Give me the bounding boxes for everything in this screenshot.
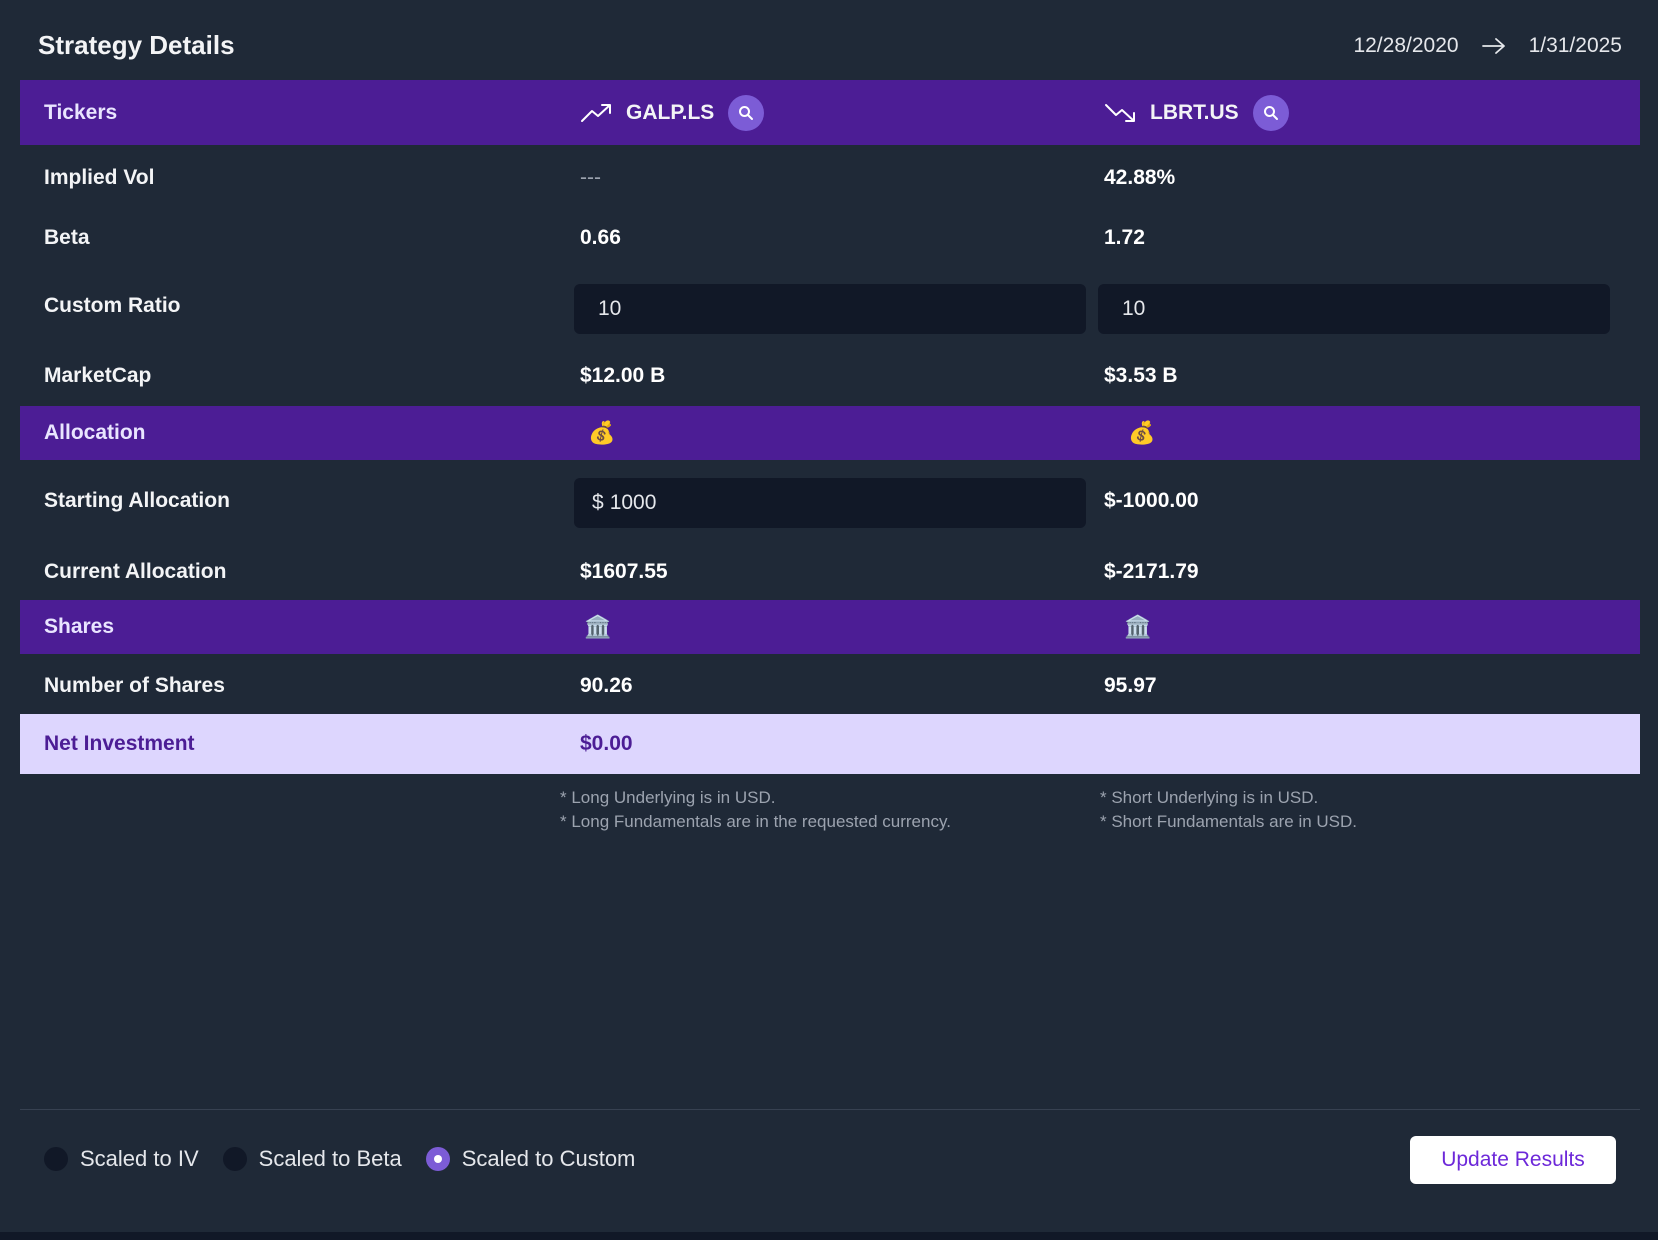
short-notes: * Short Underlying is in USD. * Short Fu… — [1100, 786, 1357, 834]
marketcap-row: MarketCap $12.00 B $3.53 B — [20, 346, 1640, 406]
bank-icon: 🏛️ — [584, 614, 612, 639]
tickers-label: Tickers — [44, 100, 118, 124]
shares-label: Shares — [44, 615, 115, 638]
radio-button[interactable] — [44, 1147, 68, 1171]
radio-button-selected[interactable] — [425, 1147, 450, 1171]
long-beta: 0.66 — [580, 226, 621, 249]
shares-row: Shares 🏛️ 🏛️ — [20, 600, 1640, 654]
trending-down-icon — [1105, 103, 1135, 122]
short-note-fundamentals: * Short Fundamentals are in USD. — [1100, 812, 1358, 831]
short-starting-allocation: $-1000.00 — [1104, 489, 1199, 512]
marketcap-label: MarketCap — [44, 364, 152, 387]
radio-label: Scaled to Custom — [461, 1146, 636, 1171]
implied-vol-label: Implied Vol — [44, 166, 155, 189]
short-implied-vol: 42.88% — [1104, 166, 1176, 189]
long-marketcap: $12.00 B — [580, 364, 666, 387]
net-investment-row: Net Investment $0.00 — [20, 714, 1640, 774]
bank-icon: 🏛️ — [1124, 614, 1152, 639]
long-number-of-shares: 90.26 — [580, 674, 633, 697]
long-ticker-search-button[interactable] — [728, 94, 765, 131]
short-ticker: LBRT.US — [1104, 94, 1289, 131]
custom-ratio-label: Custom Ratio — [44, 294, 181, 317]
money-bag-icon: 💰 — [588, 420, 616, 445]
custom-ratio-row: Custom Ratio — [20, 280, 1640, 332]
short-note-underlying: * Short Underlying is in USD. — [1100, 788, 1319, 807]
bottom-strip — [0, 1232, 1658, 1240]
implied-vol-row: Implied Vol --- 42.88% — [20, 148, 1640, 208]
allocation-label: Allocation — [44, 421, 146, 444]
net-investment-label: Net Investment — [44, 732, 195, 755]
short-beta: 1.72 — [1104, 226, 1145, 249]
long-note-underlying: * Long Underlying is in USD. — [560, 788, 776, 807]
long-notes: * Long Underlying is in USD. * Long Fund… — [560, 786, 951, 834]
trending-up-icon — [581, 103, 611, 122]
beta-row: Beta 0.66 1.72 — [20, 208, 1640, 268]
long-starting-allocation-input[interactable]: $ 1000 — [574, 478, 1086, 528]
number-of-shares-label: Number of Shares — [44, 674, 225, 697]
arrow-right-icon — [1481, 38, 1505, 54]
short-ticker-symbol: LBRT.US — [1150, 100, 1239, 124]
long-implied-vol: --- — [580, 166, 601, 189]
starting-allocation-row: Starting Allocation $-1000.00 — [20, 474, 1640, 528]
radio-scaled-to-iv[interactable]: Scaled to IV — [44, 1146, 199, 1172]
short-ticker-search-button[interactable] — [1252, 94, 1289, 131]
radio-button[interactable] — [222, 1147, 247, 1171]
long-custom-ratio-input[interactable]: 10 — [574, 284, 1086, 334]
radio-label: Scaled to IV — [80, 1146, 199, 1171]
radio-scaled-to-custom[interactable]: Scaled to Custom — [425, 1146, 636, 1172]
short-custom-ratio-input[interactable]: 10 — [1098, 284, 1610, 334]
radio-scaled-to-beta[interactable]: Scaled to Beta — [222, 1146, 402, 1172]
short-current-allocation: $-2171.79 — [1104, 560, 1199, 583]
page-title: Strategy Details — [38, 30, 235, 60]
radio-label: Scaled to Beta — [258, 1146, 402, 1171]
allocation-row: Allocation 💰 💰 — [20, 406, 1640, 460]
tickers-row: Tickers GALP.LS LBRT.US — [20, 80, 1640, 145]
scaling-radio-group: Scaled to IV Scaled to Beta Scaled to Cu… — [44, 1146, 659, 1172]
divider — [20, 1109, 1640, 1110]
currency-prefix: $ — [592, 491, 604, 514]
long-ticker-symbol: GALP.LS — [626, 100, 715, 124]
number-of-shares-row: Number of Shares 90.26 95.97 — [20, 656, 1640, 716]
current-allocation-label: Current Allocation — [44, 560, 227, 583]
update-results-button[interactable]: Update Results — [1410, 1136, 1616, 1184]
starting-allocation-label: Starting Allocation — [44, 489, 230, 512]
long-starting-allocation-value: 1000 — [609, 491, 657, 514]
short-marketcap: $3.53 B — [1104, 364, 1178, 387]
long-current-allocation: $1607.55 — [580, 560, 668, 583]
long-note-fundamentals: * Long Fundamentals are in the requested… — [560, 812, 951, 831]
end-date: 1/31/2025 — [1528, 34, 1622, 57]
search-icon — [739, 105, 754, 120]
start-date: 12/28/2020 — [1353, 34, 1459, 57]
date-range: 12/28/2020 1/31/2025 — [1353, 34, 1622, 58]
long-ticker: GALP.LS — [580, 94, 765, 131]
short-number-of-shares: 95.97 — [1104, 674, 1157, 697]
money-bag-icon: 💰 — [1128, 420, 1156, 445]
current-allocation-row: Current Allocation $1607.55 $-2171.79 — [20, 542, 1640, 602]
net-investment-value: $0.00 — [580, 732, 633, 755]
beta-label: Beta — [44, 226, 90, 249]
search-icon — [1263, 105, 1278, 120]
